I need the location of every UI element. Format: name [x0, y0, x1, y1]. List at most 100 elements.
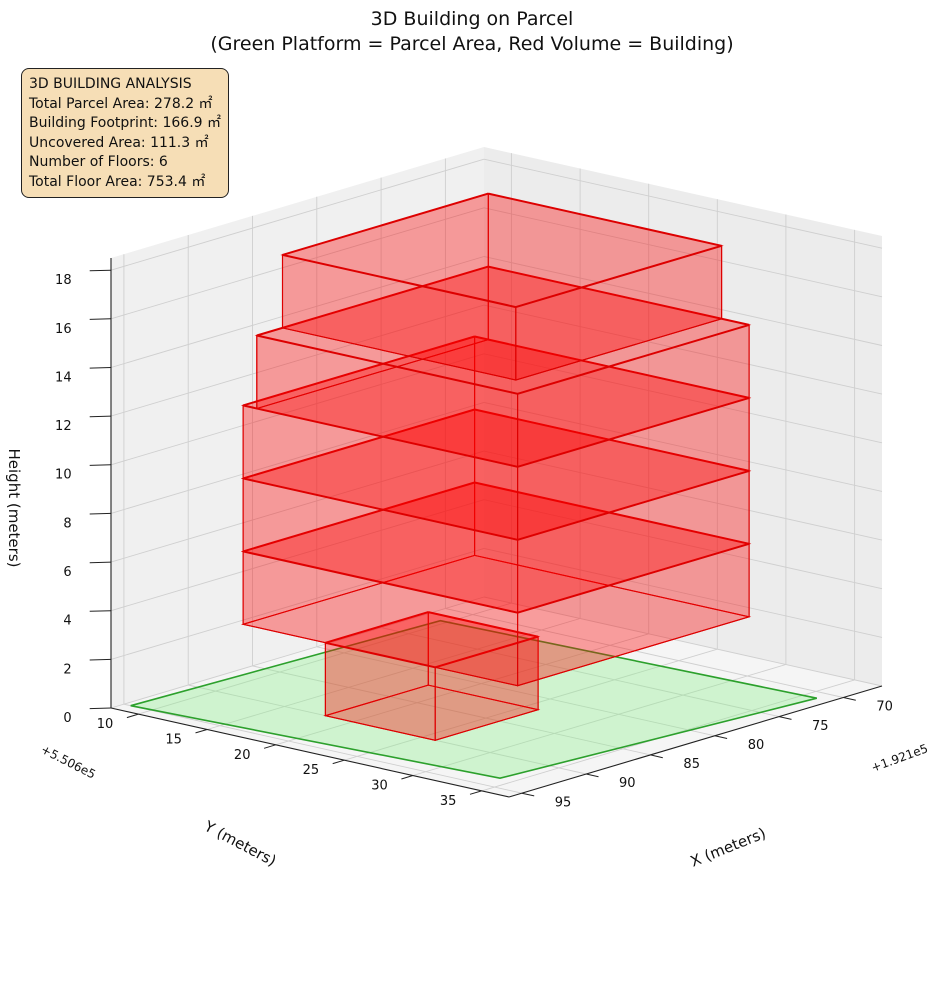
z-grid-right-wall: [483, 547, 883, 638]
z-grid-right-wall: [483, 596, 883, 687]
floor-6-edge: [282, 192, 489, 256]
grid-lines: [110, 153, 883, 794]
x-tick-label: 35: [440, 794, 457, 809]
z-tick: [89, 707, 112, 710]
info-heading: 3D BUILDING ANALYSIS: [29, 76, 192, 92]
x-tick: [126, 713, 139, 719]
floor-5-edge: [517, 323, 750, 395]
x-tick: [195, 729, 208, 734]
building-volume: [240, 192, 752, 742]
y-grid-floor: [252, 665, 651, 756]
z-tick-label: 10: [55, 468, 72, 483]
left-wall-pane: [111, 147, 484, 708]
info-line-floors: Number of Floors: 6: [29, 154, 168, 171]
x-tick: [469, 790, 482, 795]
z-grid-left-wall: [110, 450, 485, 563]
z-grid-left-wall: [110, 207, 485, 320]
parcel-platform: [130, 619, 817, 780]
z-tick-label: 6: [63, 565, 71, 580]
y-grid-floor: [381, 627, 780, 718]
tick-labels: 10 15 20 25 30 35 70 75 80 85 90 95 0 2 4 6 8 10 12 14 16 18: [55, 269, 893, 810]
x-grid-floor: [275, 633, 649, 746]
axis-lines: [110, 258, 883, 798]
info-line-floor-area: Total Floor Area: 753.4 ㎡: [29, 173, 206, 190]
parcel-polygon: [130, 619, 817, 780]
x-grid-floor: [412, 664, 787, 776]
floor-1-edge: [434, 635, 539, 669]
y-tick-label: 85: [683, 757, 700, 772]
info-line-footprint: Building Footprint: 166.9 ㎡: [29, 115, 222, 132]
y-tick: [521, 792, 535, 797]
z-grid-right-wall: [483, 499, 883, 590]
y-tick: [650, 754, 663, 759]
z-tick-label: 12: [55, 419, 72, 434]
z-tick-label: 8: [63, 516, 71, 531]
chart-title: 3D Building on Parcel: [371, 8, 574, 30]
x-axis-line: [110, 707, 510, 798]
right-wall-pane: [484, 147, 882, 686]
floor-5-edge: [256, 334, 518, 395]
z-tick: [89, 367, 112, 369]
x-tick: [401, 775, 414, 780]
x-tick-label: 25: [303, 763, 320, 778]
y-grid-floor: [123, 703, 522, 794]
z-grid-right-wall: [483, 450, 883, 541]
z-grid-right-wall: [483, 256, 883, 346]
z-tick: [89, 464, 112, 466]
y-tick-label: 90: [619, 776, 636, 791]
z-grid-right-wall: [483, 304, 883, 395]
z-grid-left-wall: [110, 256, 485, 368]
x-tick-label: 20: [234, 748, 251, 763]
floor-2: [240, 481, 752, 687]
z-grid-left-wall: [110, 304, 485, 417]
z-tick-label: 4: [63, 614, 71, 629]
z-grid-right-wall: [483, 207, 883, 298]
z-grid-left-wall: [110, 158, 485, 271]
x-offset-label: +1.921e5: [869, 741, 930, 774]
x-tick-label: 10: [97, 717, 114, 732]
info-line-parcel-area: Total Parcel Area: 278.2 ㎡: [29, 95, 213, 112]
z-tick: [89, 318, 112, 320]
z-tick: [89, 269, 112, 272]
x-tick: [332, 759, 345, 765]
z-tick: [89, 658, 112, 661]
y-tick: [714, 735, 728, 739]
analysis-info-box: 3D BUILDING ANALYSIS Total Parcel Area: …: [21, 68, 229, 198]
y-tick-label: 70: [876, 700, 893, 715]
y-tick-label: 80: [748, 738, 765, 753]
y-axis-label: Y (meters): [201, 817, 280, 870]
z-grid-left-wall: [110, 547, 485, 660]
floor-4-edge: [242, 335, 475, 407]
z-tick: [89, 610, 112, 612]
floor-pane: [111, 597, 882, 797]
x-axis-label: X (meters): [688, 824, 769, 871]
floor-6-edge: [515, 244, 722, 309]
x-tick-label: 15: [165, 732, 182, 747]
z-tick-label: 14: [55, 370, 72, 385]
floor-6-edge: [488, 192, 722, 247]
z-tick: [89, 415, 112, 418]
floor-1: [323, 611, 541, 742]
x-tick: [263, 744, 276, 749]
info-line-uncovered: Uncovered Area: 111.3 ㎡: [29, 134, 209, 151]
z-grid-right-wall: [483, 158, 883, 249]
y-tick-label: 75: [812, 719, 829, 734]
y-tick-label: 95: [555, 795, 572, 810]
y-tick: [586, 773, 599, 778]
chart-subtitle: (Green Platform = Parcel Area, Red Volum…: [210, 33, 733, 55]
y-axis-line: [508, 685, 883, 798]
floor-1-edge: [325, 611, 429, 644]
y-offset-label: +5.506e5: [39, 742, 98, 781]
z-grid-right-wall: [483, 401, 883, 492]
z-tick: [89, 512, 112, 515]
z-grid-left-wall: [110, 401, 485, 514]
z-grid-right-wall: [483, 353, 883, 444]
floor-1-edge: [428, 611, 539, 638]
floor-6-edge: [282, 253, 517, 309]
z-tick-label: 0: [63, 711, 71, 726]
floor-6: [280, 192, 724, 381]
y-grid-floor: [445, 608, 844, 698]
z-grid-left-wall: [110, 596, 485, 709]
z-tick-label: 18: [55, 273, 72, 288]
